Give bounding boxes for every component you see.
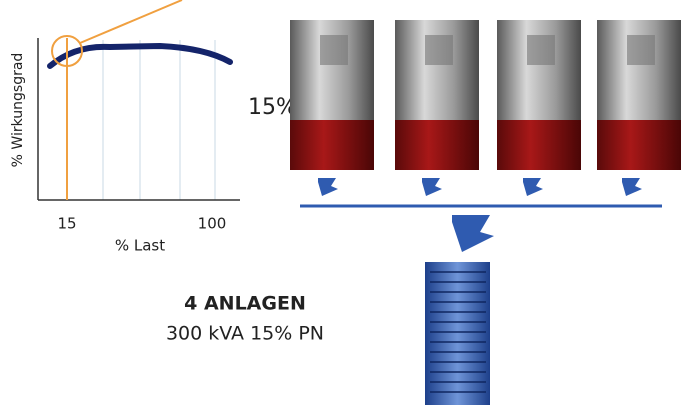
arrow [523, 178, 543, 196]
load-label: 15% [248, 95, 297, 120]
summary-subtitle: 300 kVA 15% PN [166, 323, 324, 345]
main-arrow [452, 215, 494, 252]
arrows [318, 178, 642, 252]
ups-cabinet [395, 20, 479, 170]
x-tick-label: 15 [57, 215, 76, 233]
x-tick-label: 100 [198, 215, 227, 233]
server-rack [425, 262, 490, 405]
ups-cabinet [597, 20, 681, 170]
ups-cabinet [290, 20, 374, 170]
x-axis-label: % Last [115, 237, 165, 255]
arrow [622, 178, 642, 196]
page: % Wirkungsgrad % Last 15 100 15% [0, 0, 691, 412]
y-axis-label: % Wirkungsgrad [10, 53, 26, 168]
arrow [422, 178, 442, 196]
summary-title: 4 ANLAGEN [184, 293, 306, 315]
arrow [318, 178, 338, 196]
ups-cabinets [290, 20, 681, 170]
ups-cabinet [497, 20, 581, 170]
efficiency-chart: % Wirkungsgrad % Last 15 100 [10, 0, 240, 255]
pointer-line [80, 0, 182, 43]
